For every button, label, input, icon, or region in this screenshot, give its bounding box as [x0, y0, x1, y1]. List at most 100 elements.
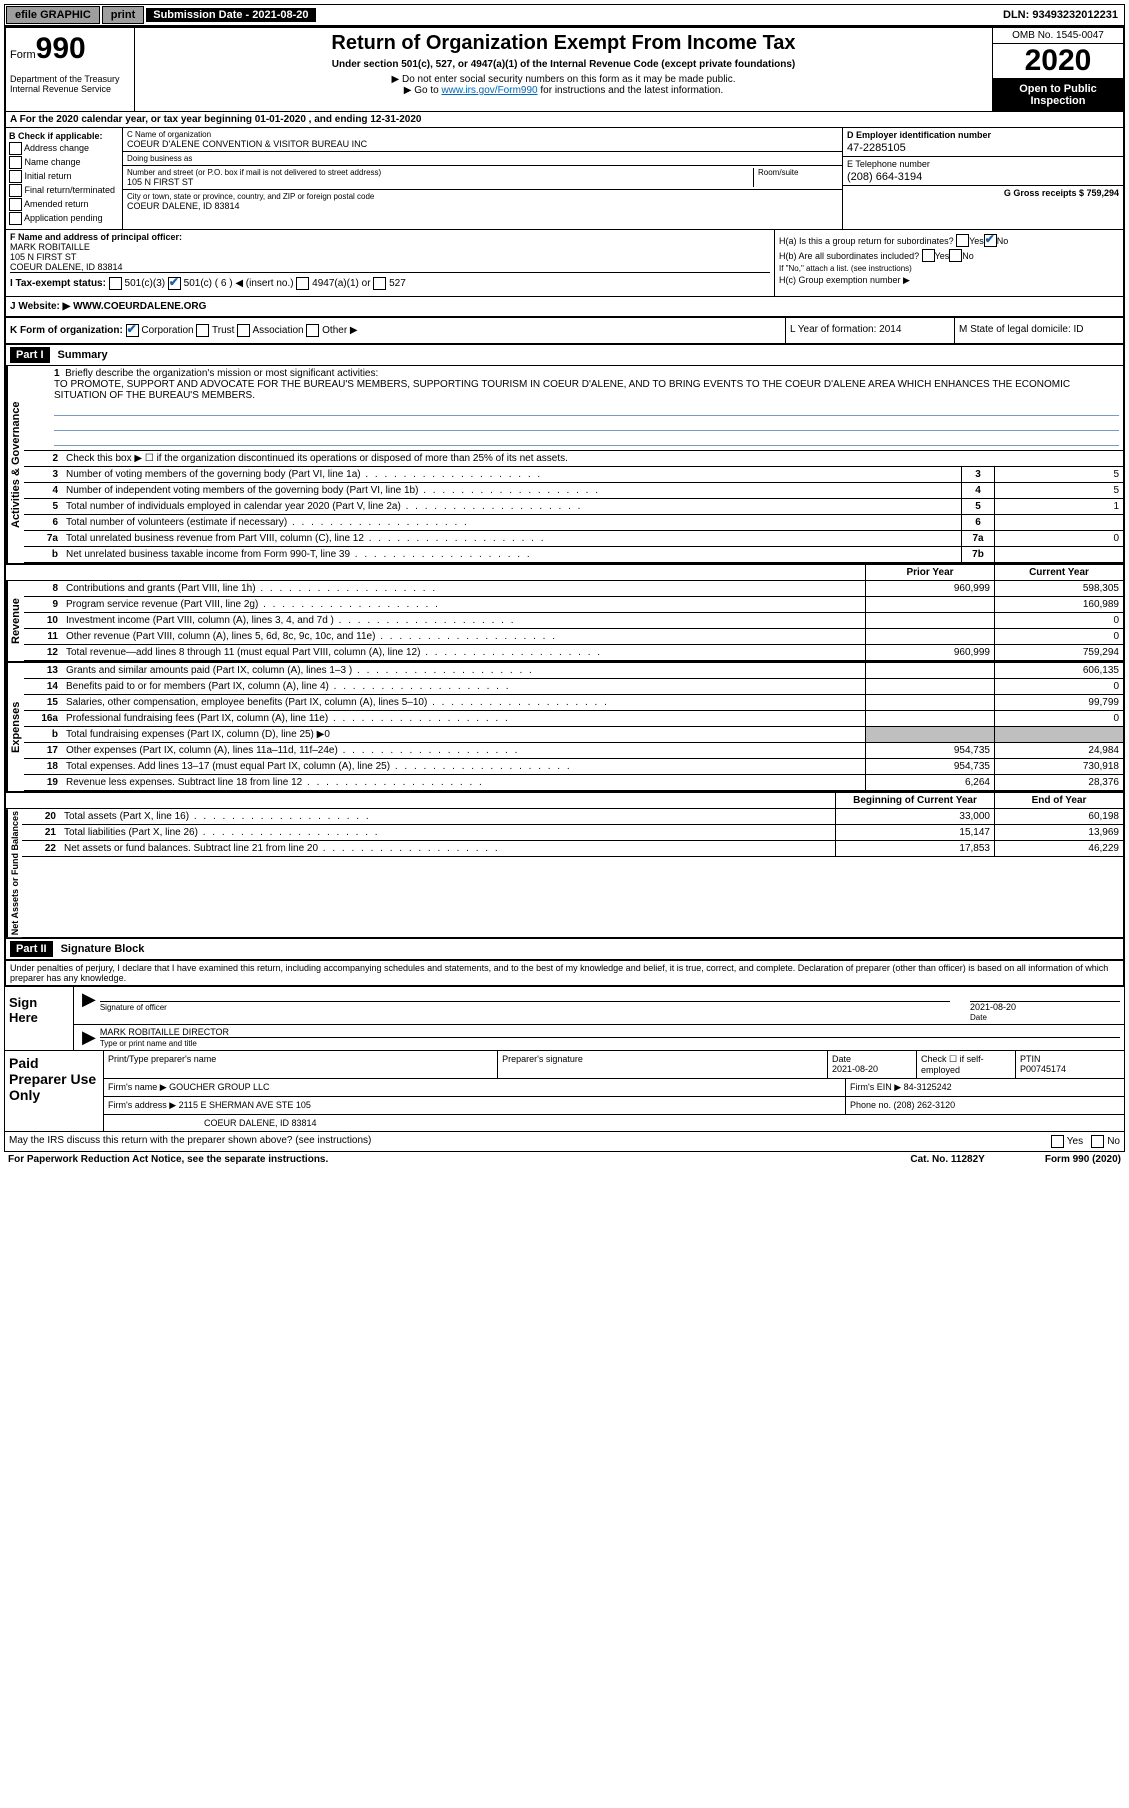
- checkbox-address[interactable]: [9, 142, 22, 155]
- addr-label: Number and street (or P.O. box if mail i…: [127, 168, 753, 177]
- line-row: 10 Investment income (Part VIII, column …: [24, 613, 1123, 629]
- checkbox-amended[interactable]: [9, 198, 22, 211]
- line-row: 12 Total revenue—add lines 8 through 11 …: [24, 645, 1123, 661]
- open-public-badge: Open to Public Inspection: [993, 79, 1123, 111]
- k-assoc[interactable]: [237, 324, 250, 337]
- form-container: Form990 Department of the Treasury Inter…: [4, 26, 1125, 987]
- sign-here-label: Sign Here: [5, 987, 74, 1050]
- header-mid: Return of Organization Exempt From Incom…: [135, 28, 992, 111]
- form-title: Return of Organization Exempt From Incom…: [139, 32, 988, 55]
- form-header: Form990 Department of the Treasury Inter…: [6, 28, 1123, 112]
- checkbox-final[interactable]: [9, 184, 22, 197]
- instr-1: ▶ Do not enter social security numbers o…: [139, 74, 988, 85]
- ha-no[interactable]: [984, 234, 997, 247]
- line-row: 8 Contributions and grants (Part VIII, l…: [24, 581, 1123, 597]
- gross-receipts: G Gross receipts $ 759,294: [847, 188, 1119, 198]
- checkbox-527[interactable]: [373, 277, 386, 290]
- side-revenue: Revenue: [6, 581, 24, 661]
- line-row: 5 Total number of individuals employed i…: [24, 499, 1123, 515]
- state-domicile: M State of legal domicile: ID: [955, 318, 1123, 343]
- checkbox-4947[interactable]: [296, 277, 309, 290]
- line-row: 14 Benefits paid to or for members (Part…: [24, 679, 1123, 695]
- signer-name: MARK ROBITAILLE DIRECTOR: [100, 1027, 1120, 1038]
- irs-link[interactable]: www.irs.gov/Form990: [441, 85, 537, 96]
- line-row: 17 Other expenses (Part IX, column (A), …: [24, 743, 1123, 759]
- declaration-text: Under penalties of perjury, I declare th…: [6, 960, 1123, 985]
- line-row: 11 Other revenue (Part VIII, column (A),…: [24, 629, 1123, 645]
- paid-preparer-block: Paid Preparer Use Only Print/Type prepar…: [4, 1051, 1125, 1132]
- line-row: 19 Revenue less expenses. Subtract line …: [24, 775, 1123, 791]
- col-b-header: B Check if applicable:: [9, 131, 119, 141]
- line-row: 18 Total expenses. Add lines 13–17 (must…: [24, 759, 1123, 775]
- addr-value: 105 N FIRST ST: [127, 177, 753, 187]
- officer-addr2: COEUR DALENE, ID 83814: [10, 262, 770, 272]
- line-row: 21 Total liabilities (Part X, line 26) 1…: [22, 825, 1123, 841]
- form-number: 990: [36, 32, 86, 65]
- city-value: COEUR DALENE, ID 83814: [127, 201, 838, 211]
- header-left: Form990 Department of the Treasury Inter…: [6, 28, 135, 111]
- part2-header: Part IISignature Block: [6, 937, 1123, 960]
- mission-text: TO PROMOTE, SUPPORT AND ADVOCATE FOR THE…: [54, 379, 1070, 401]
- side-activities: Activities & Governance: [6, 366, 24, 563]
- form-prefix: Form: [10, 49, 36, 61]
- year-formation: L Year of formation: 2014: [786, 318, 955, 343]
- instr-2: ▶ Go to www.irs.gov/Form990 for instruct…: [139, 85, 988, 96]
- checkbox-pending[interactable]: [9, 212, 22, 225]
- phone-value: (208) 664-3194: [847, 171, 1119, 183]
- begin-year-header: Beginning of Current Year: [835, 793, 994, 808]
- prior-year-header: Prior Year: [865, 565, 994, 580]
- line-row: 4 Number of independent voting members o…: [24, 483, 1123, 499]
- ein-label: D Employer identification number: [847, 130, 1119, 140]
- org-name: COEUR D'ALENE CONVENTION & VISITOR BUREA…: [127, 139, 838, 149]
- section-bcd: B Check if applicable: Address change Na…: [6, 128, 1123, 230]
- print-button[interactable]: print: [102, 6, 144, 24]
- row-a: A For the 2020 calendar year, or tax yea…: [6, 112, 1123, 128]
- line-row: b Net unrelated business taxable income …: [24, 547, 1123, 563]
- header-right: OMB No. 1545-0047 2020 Open to Public In…: [992, 28, 1123, 111]
- checkbox-501c[interactable]: [168, 277, 181, 290]
- k-other[interactable]: [306, 324, 319, 337]
- row-j: J Website: ▶ WWW.COEURDALENE.ORG: [6, 297, 1123, 318]
- side-expenses: Expenses: [6, 663, 24, 791]
- line-row: 22 Net assets or fund balances. Subtract…: [22, 841, 1123, 857]
- sign-block: Sign Here ▶ Signature of officer 2021-08…: [4, 987, 1125, 1051]
- checkbox-name[interactable]: [9, 156, 22, 169]
- col-b: B Check if applicable: Address change Na…: [6, 128, 123, 229]
- end-year-header: End of Year: [994, 793, 1123, 808]
- k-corp[interactable]: [126, 324, 139, 337]
- org-name-label: C Name of organization: [127, 130, 838, 139]
- top-bar: efile GRAPHIC print Submission Date - 20…: [4, 4, 1125, 26]
- phone-label: E Telephone number: [847, 159, 1119, 169]
- officer-addr1: 105 N FIRST ST: [10, 252, 770, 262]
- room-label: Room/suite: [758, 168, 838, 177]
- hb-no[interactable]: [949, 249, 962, 262]
- tax-year: 2020: [993, 44, 1123, 79]
- website-value: WWW.COEURDALENE.ORG: [73, 301, 206, 312]
- line-row: 13 Grants and similar amounts paid (Part…: [24, 663, 1123, 679]
- hb-yes[interactable]: [922, 249, 935, 262]
- footer: For Paperwork Reduction Act Notice, see …: [4, 1152, 1125, 1167]
- line-row: 9 Program service revenue (Part VIII, li…: [24, 597, 1123, 613]
- mayirs-no[interactable]: [1091, 1135, 1104, 1148]
- col-degh: D Employer identification number 47-2285…: [842, 128, 1123, 229]
- line-row: 6 Total number of volunteers (estimate i…: [24, 515, 1123, 531]
- line-row: 7a Total unrelated business revenue from…: [24, 531, 1123, 547]
- ha-yes[interactable]: [956, 234, 969, 247]
- col-f: F Name and address of principal officer:…: [6, 230, 775, 296]
- row-fh: F Name and address of principal officer:…: [6, 230, 1123, 297]
- checkbox-initial[interactable]: [9, 170, 22, 183]
- dept-label: Department of the Treasury Internal Reve…: [10, 74, 130, 94]
- row-klm: K Form of organization: Corporation Trus…: [6, 318, 1123, 345]
- sig-arrow-icon: ▶: [78, 1027, 100, 1048]
- mayirs-yes[interactable]: [1051, 1135, 1064, 1148]
- ein-value: 47-2285105: [847, 142, 1119, 154]
- k-trust[interactable]: [196, 324, 209, 337]
- checkbox-501c3[interactable]: [109, 277, 122, 290]
- dln-label: DLN: 93493232012231: [1003, 9, 1124, 21]
- dba-label: Doing business as: [127, 154, 838, 163]
- part1-header: Part ISummary: [6, 345, 1123, 366]
- efile-button[interactable]: efile GRAPHIC: [6, 6, 100, 24]
- submission-date: Submission Date - 2021-08-20: [146, 8, 315, 22]
- officer-name: MARK ROBITAILLE: [10, 242, 770, 252]
- may-irs-row: May the IRS discuss this return with the…: [4, 1132, 1125, 1152]
